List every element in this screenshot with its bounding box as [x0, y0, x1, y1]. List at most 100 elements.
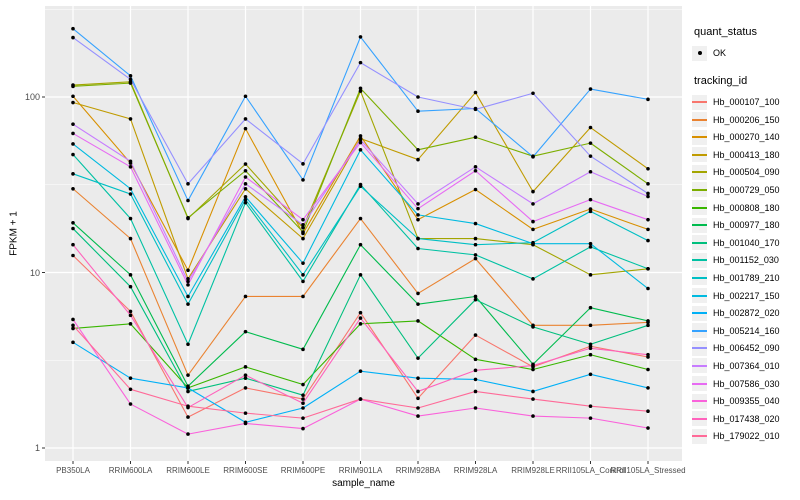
data-point[interactable] — [186, 373, 190, 377]
data-point[interactable] — [531, 91, 535, 96]
data-point[interactable] — [646, 194, 650, 199]
data-point[interactable] — [301, 178, 305, 182]
data-point[interactable] — [531, 219, 535, 224]
data-point[interactable] — [531, 277, 535, 281]
data-point[interactable] — [358, 86, 363, 91]
data-point[interactable] — [473, 90, 478, 95]
data-point[interactable] — [243, 126, 248, 131]
legend-item-Hb_017438_020[interactable]: Hb_017438_020 — [692, 411, 798, 427]
legend-item-Hb_000413_180[interactable]: Hb_000413_180 — [692, 147, 798, 163]
legend-item-Hb_000206_150[interactable]: Hb_000206_150 — [692, 112, 798, 128]
data-point[interactable] — [186, 386, 190, 390]
data-point[interactable] — [358, 316, 363, 320]
data-point[interactable] — [186, 182, 190, 186]
data-point[interactable] — [186, 342, 190, 347]
data-point[interactable] — [71, 172, 75, 176]
data-point[interactable] — [531, 325, 535, 329]
data-point[interactable] — [128, 284, 133, 289]
data-point[interactable] — [128, 273, 133, 277]
legend-item-Hb_000107_100[interactable]: Hb_000107_100 — [692, 94, 798, 110]
data-point[interactable] — [473, 165, 478, 169]
data-point[interactable] — [646, 323, 650, 328]
data-point[interactable] — [531, 189, 535, 194]
data-point[interactable] — [71, 226, 75, 231]
data-point[interactable] — [473, 135, 478, 140]
data-point[interactable] — [186, 389, 190, 394]
data-point[interactable] — [588, 209, 593, 214]
data-point[interactable] — [588, 197, 593, 202]
data-point[interactable] — [186, 283, 190, 287]
data-point[interactable] — [128, 322, 133, 326]
data-point[interactable] — [243, 373, 248, 377]
data-point[interactable] — [646, 227, 650, 232]
data-point[interactable] — [473, 389, 478, 394]
data-point[interactable] — [243, 411, 248, 415]
data-point[interactable] — [473, 297, 478, 302]
data-point[interactable] — [473, 357, 478, 362]
data-point[interactable] — [358, 273, 363, 277]
legend-item-quant-ok[interactable]: OK — [692, 45, 798, 61]
data-point[interactable] — [646, 266, 650, 271]
data-point[interactable] — [416, 389, 420, 394]
data-point[interactable] — [416, 319, 420, 323]
data-point[interactable] — [358, 148, 363, 152]
legend-item-Hb_009355_040[interactable]: Hb_009355_040 — [692, 393, 798, 409]
data-point[interactable] — [71, 253, 75, 258]
data-point[interactable] — [588, 404, 593, 409]
data-point[interactable] — [473, 406, 478, 410]
data-point[interactable] — [588, 141, 593, 145]
data-point[interactable] — [243, 182, 248, 186]
data-point[interactable] — [416, 376, 420, 380]
data-point[interactable] — [531, 241, 535, 246]
data-point[interactable] — [128, 402, 133, 406]
data-point[interactable] — [473, 368, 478, 373]
data-point[interactable] — [186, 302, 190, 306]
data-point[interactable] — [416, 291, 420, 296]
data-point[interactable] — [71, 26, 75, 31]
data-point[interactable] — [646, 286, 650, 291]
data-point[interactable] — [128, 117, 133, 121]
data-point[interactable] — [416, 236, 420, 241]
data-point[interactable] — [416, 414, 420, 418]
data-point[interactable] — [358, 216, 363, 221]
legend-item-Hb_001789_210[interactable]: Hb_001789_210 — [692, 270, 798, 286]
data-point[interactable] — [186, 215, 190, 220]
data-point[interactable] — [71, 100, 75, 105]
data-point[interactable] — [588, 273, 593, 277]
data-point[interactable] — [646, 409, 650, 414]
data-point[interactable] — [71, 122, 75, 126]
data-point[interactable] — [358, 140, 363, 145]
data-point[interactable] — [473, 221, 478, 226]
data-point[interactable] — [531, 227, 535, 232]
data-point[interactable] — [186, 268, 190, 273]
data-point[interactable] — [301, 382, 305, 387]
data-point[interactable] — [128, 313, 133, 318]
data-point[interactable] — [473, 242, 478, 247]
data-point[interactable] — [531, 414, 535, 418]
legend-item-Hb_007586_030[interactable]: Hb_007586_030 — [692, 376, 798, 392]
legend-item-Hb_000504_090[interactable]: Hb_000504_090 — [692, 164, 798, 180]
data-point[interactable] — [243, 175, 248, 179]
data-point[interactable] — [473, 107, 478, 112]
legend-item-Hb_000270_140[interactable]: Hb_000270_140 — [692, 129, 798, 145]
data-point[interactable] — [186, 279, 190, 284]
data-point[interactable] — [243, 94, 248, 99]
data-point[interactable] — [358, 242, 363, 247]
data-point[interactable] — [358, 397, 363, 401]
data-point[interactable] — [531, 389, 535, 394]
data-point[interactable] — [473, 236, 478, 241]
data-point[interactable] — [71, 317, 75, 322]
data-point[interactable] — [186, 415, 190, 419]
legend-item-Hb_000977_180[interactable]: Hb_000977_180 — [692, 217, 798, 233]
data-point[interactable] — [646, 367, 650, 372]
legend-item-Hb_007364_010[interactable]: Hb_007364_010 — [692, 358, 798, 374]
data-point[interactable] — [243, 365, 248, 369]
data-point[interactable] — [186, 432, 190, 436]
data-point[interactable] — [71, 186, 75, 191]
data-point[interactable] — [646, 238, 650, 243]
data-point[interactable] — [531, 202, 535, 206]
data-point[interactable] — [301, 416, 305, 420]
data-point[interactable] — [646, 182, 650, 186]
data-point[interactable] — [358, 138, 363, 142]
data-point[interactable] — [301, 393, 305, 397]
